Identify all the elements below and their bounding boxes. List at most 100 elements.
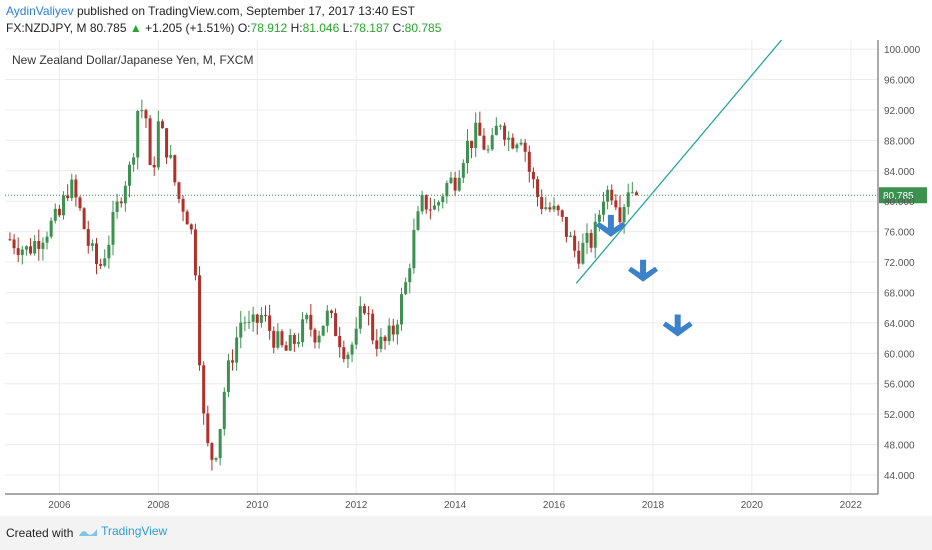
- candle-body: [569, 235, 573, 237]
- close-value: 80.785: [404, 21, 442, 35]
- candle-body: [457, 177, 461, 191]
- symbol-info: FX:NZDJPY, M 80.785 ▲ +1.205 (+1.51%) O:…: [6, 21, 441, 35]
- candle-body: [503, 125, 507, 140]
- candle-body: [16, 248, 20, 255]
- candle-body: [90, 243, 94, 246]
- candle-body: [511, 137, 515, 149]
- candle-body: [296, 342, 300, 344]
- current-price-badge: [879, 187, 927, 204]
- candle-body: [86, 229, 90, 246]
- candle-body: [185, 211, 189, 225]
- y-tick-label: 96.000: [884, 76, 915, 87]
- y-tick-label: 80.000: [884, 197, 915, 208]
- y-tick-label: 44.000: [884, 471, 915, 482]
- candle-body: [235, 337, 239, 363]
- y-tick-label: 100.000: [884, 45, 921, 56]
- candle-body: [309, 314, 313, 330]
- candle-body: [115, 201, 119, 213]
- candle-body: [156, 121, 160, 168]
- candle-body: [482, 135, 486, 150]
- candle-body: [329, 310, 333, 314]
- candle-body: [148, 118, 152, 165]
- candle-body: [478, 122, 482, 136]
- y-tick-label: 84.000: [884, 167, 915, 178]
- candle-body: [564, 216, 568, 237]
- tradingview-logo-icon: [79, 528, 97, 536]
- candle-body: [181, 198, 185, 212]
- candle-body: [206, 413, 210, 444]
- x-tick-label: 2010: [246, 500, 269, 511]
- candle-body: [626, 192, 630, 207]
- candle-body: [107, 244, 111, 259]
- candle-body: [136, 110, 140, 158]
- y-tick-label: 88.000: [884, 136, 915, 147]
- candle-body: [152, 164, 156, 168]
- open-value: 78.912: [250, 21, 288, 35]
- candle-body: [160, 121, 164, 129]
- candle-body: [548, 207, 552, 210]
- candle-body: [57, 208, 61, 216]
- candle-body: [29, 246, 33, 254]
- candle-body: [400, 294, 404, 325]
- x-tick-label: 2016: [543, 500, 566, 511]
- candle-body: [391, 325, 395, 335]
- last-price: 80.785: [89, 21, 127, 35]
- candle-body: [334, 313, 338, 336]
- candle-body: [437, 202, 441, 206]
- candle-body: [540, 197, 544, 210]
- candle-body: [198, 275, 202, 366]
- x-tick-label: 2008: [147, 500, 170, 511]
- candle-body: [263, 314, 267, 316]
- author-link[interactable]: AydinValiyev: [6, 4, 74, 18]
- candle-body: [350, 344, 354, 355]
- candle-body: [66, 195, 70, 199]
- grid: [5, 40, 878, 494]
- candle-body: [321, 325, 325, 336]
- candle-body: [395, 324, 399, 335]
- y-tick-label: 76.000: [884, 228, 915, 239]
- published-text: published on TradingView.com, September …: [76, 4, 415, 18]
- candle-body: [589, 232, 593, 248]
- candle-body: [288, 335, 292, 351]
- candle-body: [268, 315, 272, 331]
- candle-body: [20, 249, 24, 255]
- candle-body: [424, 194, 428, 210]
- candle-body: [441, 196, 445, 203]
- candle-body: [606, 189, 610, 202]
- candle-body: [449, 177, 453, 184]
- candle-body: [494, 125, 498, 136]
- open-label: O:: [237, 21, 251, 35]
- candle-body: [305, 314, 309, 320]
- candle-body: [272, 330, 276, 348]
- candle-body: [412, 229, 416, 269]
- candle-body: [41, 242, 45, 249]
- candle-body: [453, 177, 457, 191]
- candle-body: [577, 250, 581, 264]
- tradingview-brand: TradingView: [101, 524, 168, 538]
- x-tick-label: 2022: [840, 500, 863, 511]
- candle-body: [177, 182, 181, 199]
- candle-body: [231, 360, 235, 363]
- candle-body: [428, 209, 432, 211]
- candle-body: [362, 306, 366, 314]
- close-label: C:: [392, 21, 405, 35]
- candle-body: [82, 208, 86, 230]
- price-chart[interactable]: 80.785 44.000 48.000 52.000 56.000 60.000 64.…: [0, 39, 932, 512]
- candle-body: [62, 195, 66, 216]
- chart-area[interactable]: 80.785 44.000 48.000 52.000 56.000 60.000 64.…: [0, 39, 932, 512]
- candle-body: [420, 194, 424, 212]
- candle-body: [474, 122, 478, 148]
- candle-body: [536, 179, 540, 198]
- tradingview-logo[interactable]: TradingView: [78, 524, 167, 538]
- candle-body: [119, 201, 123, 204]
- candle-body: [284, 345, 288, 351]
- down-arrow-shape: [662, 314, 693, 337]
- trendline: [575, 39, 783, 284]
- candle-body: [140, 110, 144, 112]
- candle-body: [573, 235, 577, 251]
- price-change: +1.205 (+1.51%): [145, 21, 235, 35]
- chart-header: AydinValiyev published on TradingView.co…: [0, 0, 932, 40]
- candle-body: [202, 365, 206, 414]
- candle-body: [470, 140, 474, 148]
- candle-body: [251, 314, 255, 322]
